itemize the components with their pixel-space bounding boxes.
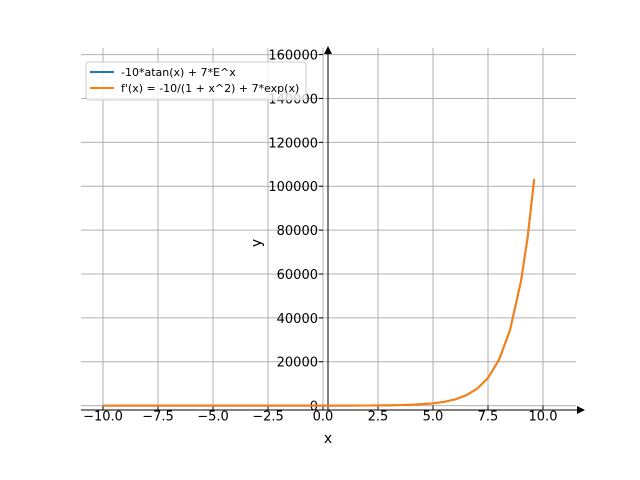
x-tick-label: 0.0 (313, 410, 334, 425)
legend-box (85, 61, 307, 101)
ticks: −10.0 −7.5 −5.0 −2.5 0.0 2.5 5.0 7.5 10.0 0 20000 4… (83, 49, 557, 425)
series-line-2 (103, 178, 536, 407)
x-axis-arrow (577, 406, 585, 414)
x-tick-label: −2.5 (252, 410, 284, 425)
y-tick-label: 100000 (268, 180, 318, 195)
y-tick-label: 120000 (268, 136, 318, 151)
x-tick-label: −10.0 (83, 410, 123, 425)
y-tick-label: 60000 (277, 268, 318, 283)
y-tick-label: 40000 (277, 312, 318, 327)
y-tick-label: 160000 (268, 49, 318, 64)
y-axis-label: y (249, 239, 265, 247)
legend: -10*atan(x) + 7*E^x f'(x) = -10/(1 + x^2… (85, 61, 307, 101)
x-tick-label: −5.0 (197, 410, 229, 425)
x-tick-label: 2.5 (368, 410, 389, 425)
x-tick-label: 7.5 (478, 410, 499, 425)
x-tick-label: 10.0 (529, 410, 558, 425)
x-tick-label: −7.5 (142, 410, 174, 425)
legend-label-1: -10*atan(x) + 7*E^x (121, 66, 236, 79)
x-tick-label: 5.0 (423, 410, 444, 425)
series (103, 178, 536, 407)
series-line-1 (103, 178, 536, 407)
y-tick-label: 80000 (277, 224, 318, 239)
legend-label-2: f'(x) = -10/(1 + x^2) + 7*exp(x) (121, 82, 299, 95)
x-axis-label: x (324, 431, 332, 447)
y-tick-label: 20000 (277, 356, 318, 371)
y-tick-label: 0 (310, 400, 318, 415)
y-axis-arrow (324, 46, 332, 54)
axes (81, 46, 585, 414)
